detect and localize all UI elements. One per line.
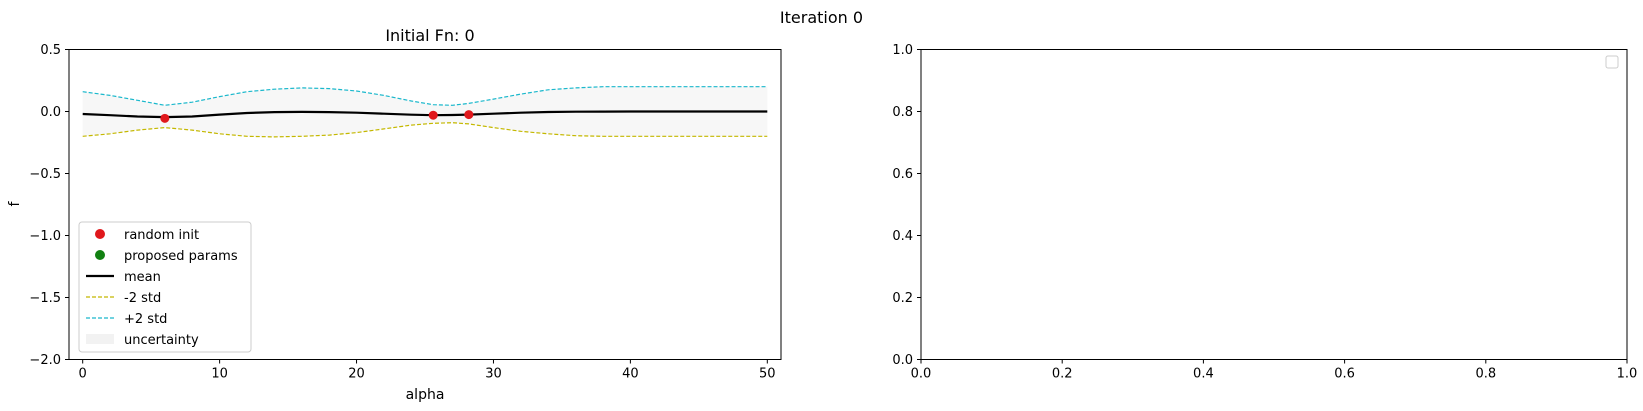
x-tick-label: 0 (79, 367, 87, 382)
y-tick-label: −1.5 (29, 291, 61, 306)
legend-label: +2 std (124, 312, 167, 327)
left-legend: random init proposed params mean -2 std +2 s… (78, 221, 252, 353)
y-tick-label: 0.0 (892, 353, 913, 368)
right-axes: 0.0 0.2 0.4 0.6 0.8 1.0 0.0 0.2 0.4 0.6 0.8 1.0 (892, 43, 1637, 382)
x-tick-label: 0.0 (911, 367, 932, 382)
y-tick-label: 0.4 (892, 229, 913, 244)
y-tick-label: −0.5 (29, 167, 61, 182)
x-tick-label: 30 (485, 367, 502, 382)
left-legend-frame (78, 221, 252, 353)
legend-marker (95, 229, 105, 239)
scatter-point-random-init (464, 110, 474, 120)
x-tick-label: 40 (622, 367, 639, 382)
left-axes-title: Initial Fn: 0 (385, 26, 474, 45)
left-y-ticks: 0.5 0.0 −0.5 −1.0 −1.5 −2.0 (29, 43, 69, 368)
x-tick-label: 20 (348, 367, 365, 382)
left-scatter-points (160, 110, 474, 123)
right-x-ticks: 0.0 0.2 0.4 0.6 0.8 1.0 (911, 359, 1638, 382)
y-tick-label: 1.0 (892, 43, 913, 58)
y-tick-label: 0.6 (892, 167, 913, 182)
y-tick-label: 0.2 (892, 291, 913, 306)
left-y-axis-label: f (7, 200, 23, 206)
legend-label: -2 std (124, 291, 161, 306)
left-x-ticks: 0 10 20 30 40 50 (79, 359, 776, 382)
y-tick-label: 0.5 (40, 43, 61, 58)
x-tick-label: 0.4 (1193, 367, 1214, 382)
x-tick-label: 0.6 (1334, 367, 1355, 382)
right-y-ticks: 0.0 0.2 0.4 0.6 0.8 1.0 (892, 43, 921, 368)
x-tick-label: 0.2 (1052, 367, 1073, 382)
y-tick-label: 0.0 (40, 105, 61, 120)
x-tick-label: 1.0 (1617, 367, 1638, 382)
legend-label: random init (124, 228, 199, 243)
left-axes: Initial Fn: 0 0 10 20 30 40 50 0.5 0.0 −0.5 −1.0… (7, 26, 782, 403)
uncertainty-area (82, 86, 768, 137)
y-tick-label: −1.0 (29, 229, 61, 244)
y-tick-label: −2.0 (29, 353, 61, 368)
right-empty-legend (1605, 55, 1619, 69)
y-tick-label: 0.8 (892, 105, 913, 120)
scatter-point-random-init (160, 113, 170, 123)
x-tick-label: 0.8 (1475, 367, 1496, 382)
legend-label: mean (124, 270, 161, 285)
left-axes-frame (68, 49, 782, 360)
left-x-axis-label: alpha (406, 387, 445, 403)
legend-marker (95, 250, 105, 260)
series-line-2-std (82, 86, 768, 106)
figure-suptitle: Iteration 0 (780, 8, 863, 27)
legend-label: uncertainty (124, 333, 199, 348)
right-axes-frame (920, 49, 1628, 360)
scatter-point-random-init (428, 110, 438, 120)
x-tick-label: 50 (759, 367, 776, 382)
legend-label: proposed params (124, 249, 238, 264)
uncertainty-band (82, 86, 768, 137)
x-tick-label: 10 (211, 367, 228, 382)
legend-marker (86, 334, 114, 344)
